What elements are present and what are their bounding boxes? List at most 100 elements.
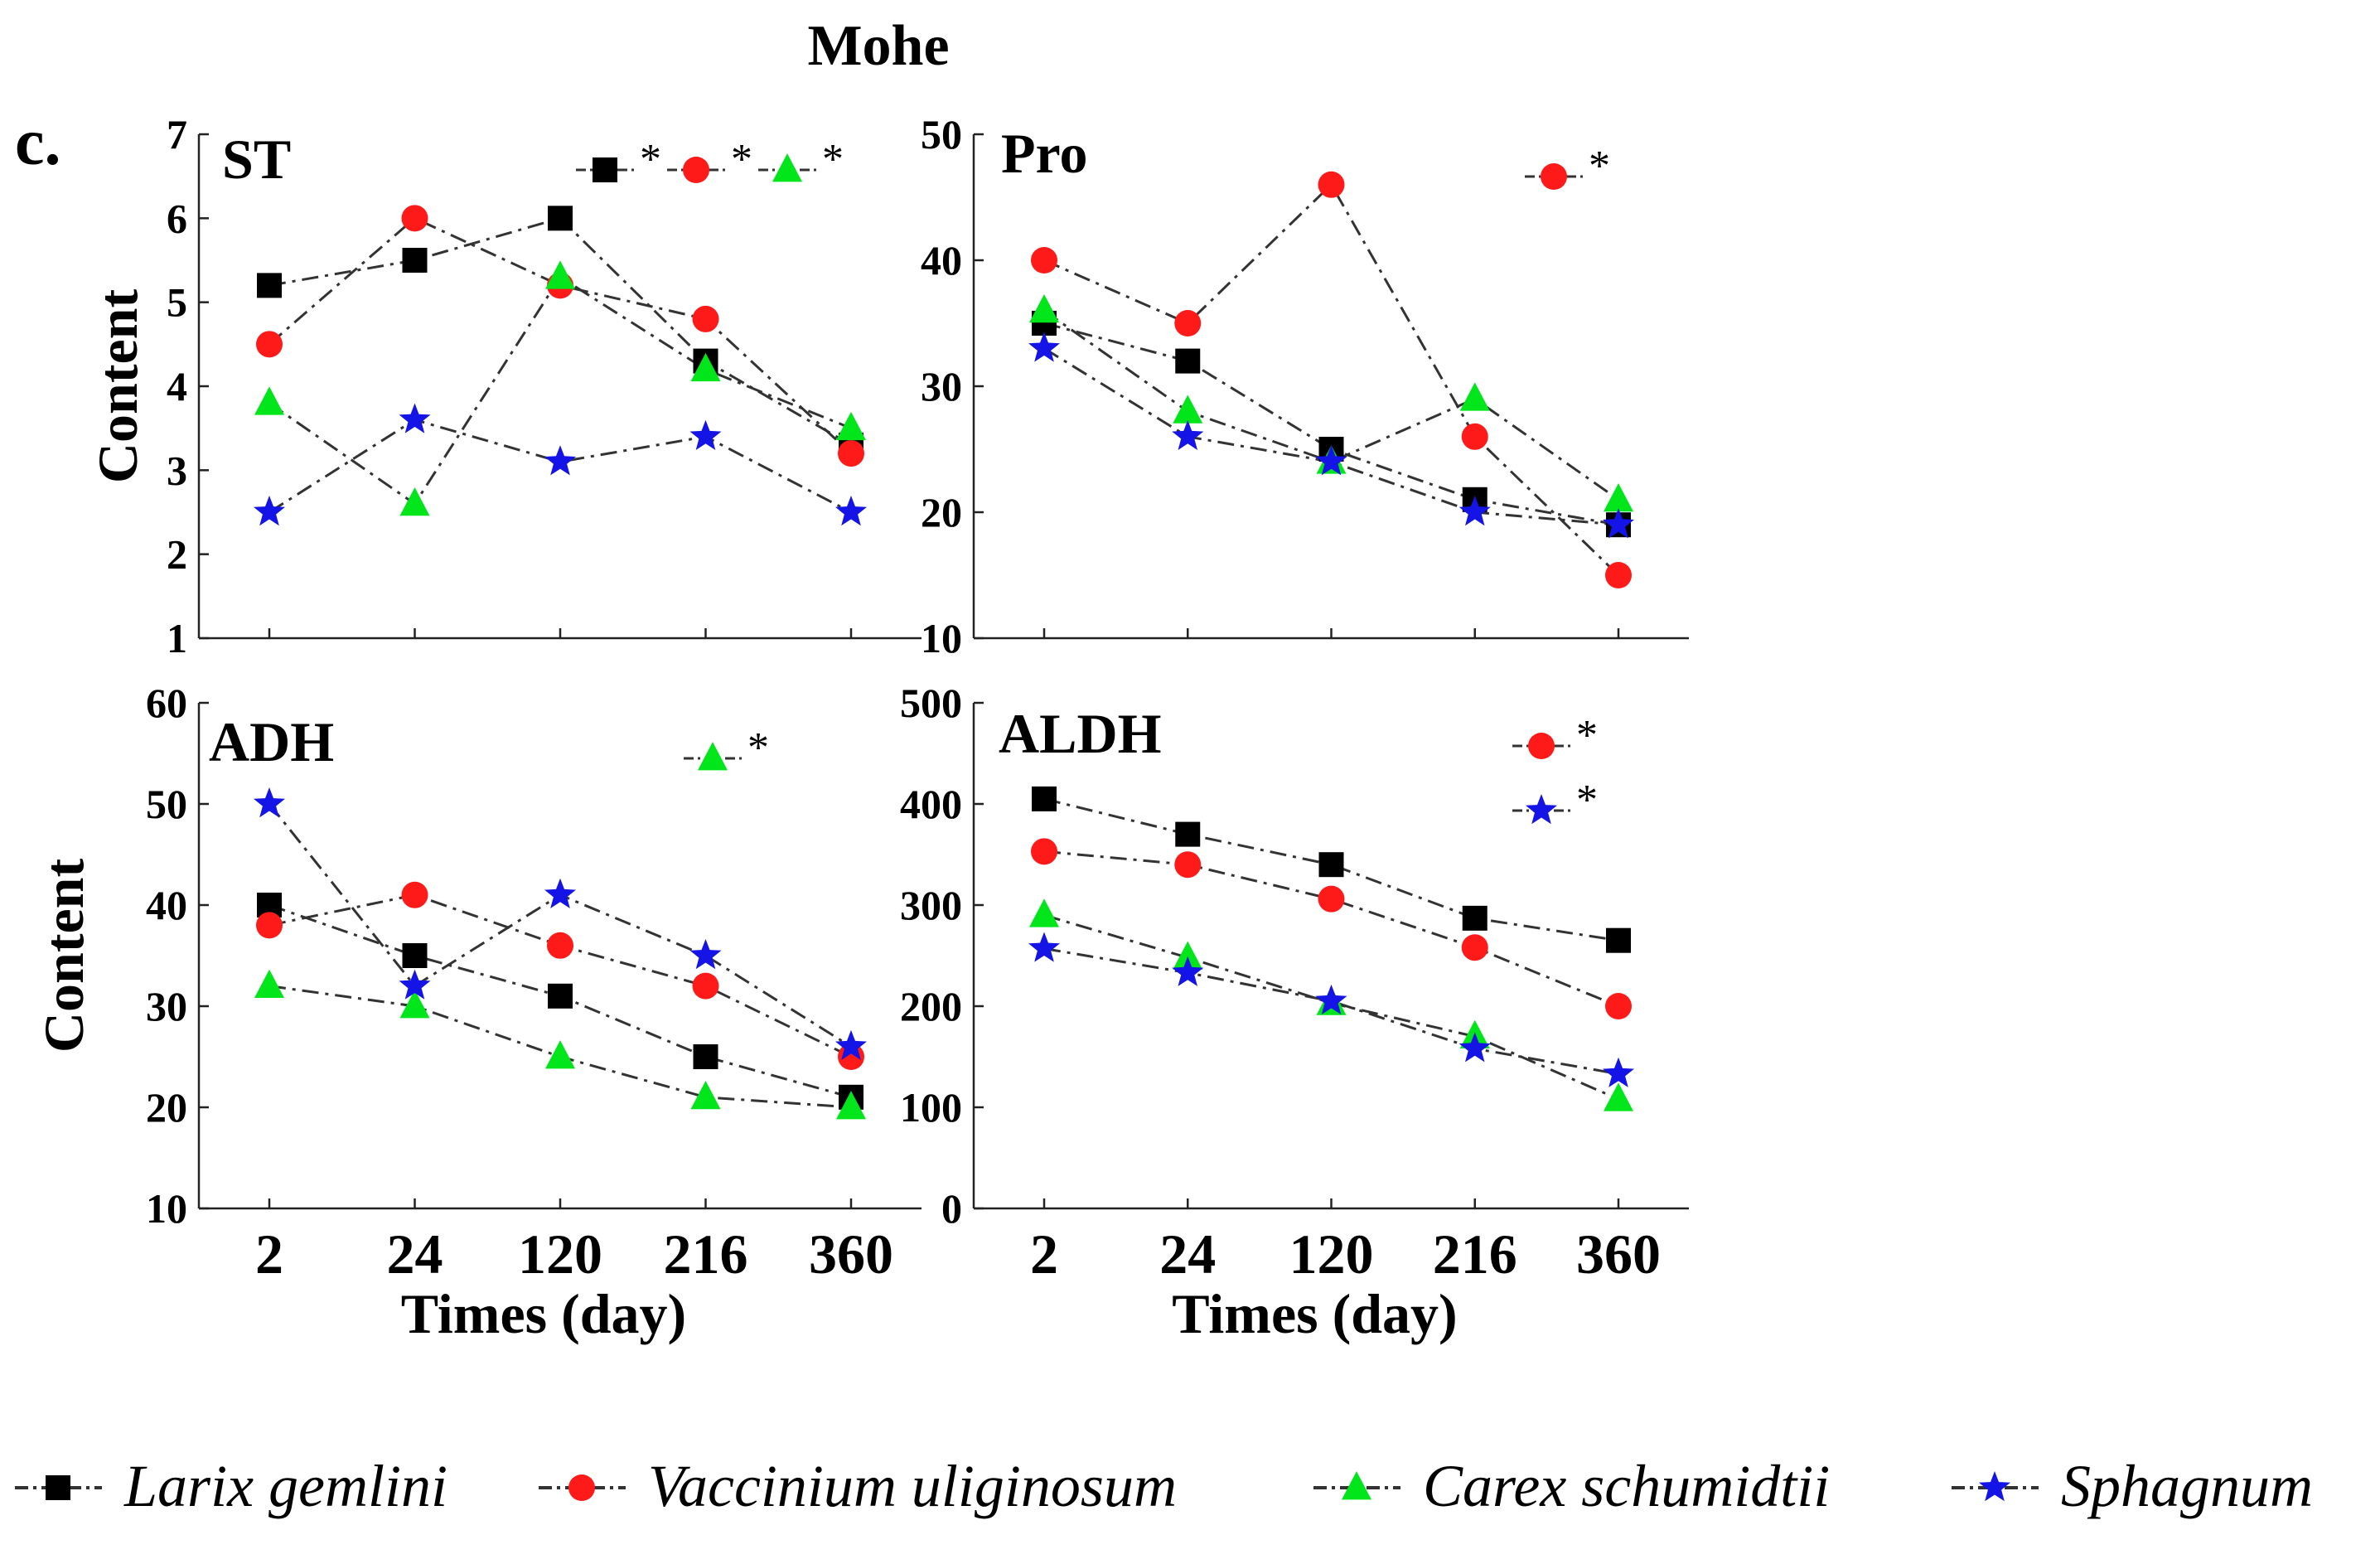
y-tick-label: 500 <box>900 680 962 726</box>
y-tick-label: 20 <box>146 1084 187 1131</box>
y-tick-label: 1 <box>167 615 187 661</box>
data-point-circle <box>1461 934 1488 961</box>
y-tick-label: 100 <box>900 1084 962 1131</box>
data-point-star <box>544 878 576 908</box>
data-point-square <box>257 273 282 298</box>
data-point-triangle <box>1029 898 1059 927</box>
x-tick-label: 24 <box>1159 1223 1216 1285</box>
x-axis-label: Times (day) <box>401 1282 686 1345</box>
data-point-star <box>254 496 285 526</box>
legend-item: Larix gemlini <box>15 1453 447 1519</box>
data-point-star <box>1603 1057 1634 1087</box>
significance-asterisk: * <box>1589 143 1610 190</box>
significance-marker-circle <box>1541 163 1567 190</box>
data-point-square <box>693 1044 718 1069</box>
data-point-circle <box>1318 885 1345 913</box>
legend-item: Sphagnum <box>1952 1453 2313 1519</box>
x-tick-label: 120 <box>518 1223 602 1285</box>
y-tick-label: 30 <box>146 983 187 1029</box>
data-point-star <box>689 939 722 970</box>
panel-title: ADH <box>209 710 334 773</box>
series-line-carex-schumidtii <box>1043 309 1619 501</box>
legend-item: Carex schumidtii <box>1313 1453 1830 1519</box>
data-point-star <box>835 496 867 526</box>
y-tick-label: 50 <box>921 111 962 157</box>
data-point-star <box>399 403 431 433</box>
significance-marker-triangle <box>698 742 728 771</box>
data-point-circle <box>547 932 573 959</box>
data-point-circle <box>1174 310 1202 336</box>
x-tick-label: 360 <box>809 1223 893 1285</box>
y-axis-label: Content <box>86 289 149 484</box>
y-tick-label: 20 <box>921 489 962 535</box>
significance-asterisk: * <box>731 136 752 183</box>
series-line-larix-gemlini <box>268 216 852 447</box>
y-tick-label: 5 <box>167 279 187 326</box>
data-point-star <box>544 445 576 476</box>
data-point-circle <box>1605 993 1632 1019</box>
data-point-square <box>548 983 573 1009</box>
data-point-triangle <box>1029 293 1059 323</box>
panel-title: ALDH <box>999 702 1161 765</box>
data-point-star <box>1315 984 1347 1015</box>
data-point-square <box>548 206 573 231</box>
legend-label: Vaccinium uliginosum <box>648 1453 1177 1519</box>
series-line-vaccinium-uliginosum <box>268 216 853 455</box>
data-point-triangle <box>1173 395 1203 424</box>
y-tick-label: 40 <box>921 237 962 283</box>
y-tick-label: 10 <box>921 615 962 661</box>
data-point-triangle <box>1459 382 1490 411</box>
x-axis-label: Times (day) <box>1172 1282 1457 1345</box>
y-tick-label: 300 <box>900 882 962 928</box>
data-point-circle <box>692 305 719 332</box>
data-point-square <box>1462 905 1488 931</box>
data-point-circle <box>401 205 428 232</box>
figure-title: Mohe <box>807 14 949 78</box>
data-point-circle <box>1461 423 1488 450</box>
data-point-circle <box>401 881 428 908</box>
data-point-circle <box>838 440 864 467</box>
data-point-star <box>1458 496 1491 526</box>
significance-marker-star <box>1526 794 1557 825</box>
x-tick-label: 216 <box>1433 1223 1517 1285</box>
data-point-star <box>1458 1032 1491 1063</box>
significance-asterisk: * <box>640 136 661 183</box>
data-point-circle <box>1318 171 1345 198</box>
data-point-star <box>1028 932 1060 962</box>
series-line-vaccinium-uliginosum <box>268 893 852 1058</box>
legend: Larix gemlini Vaccinium uliginosum Carex s… <box>15 1453 2313 1519</box>
data-point-star <box>1172 956 1204 986</box>
data-point-triangle <box>399 990 430 1019</box>
y-tick-label: 200 <box>900 983 962 1029</box>
x-tick-label: 2 <box>1030 1223 1058 1285</box>
legend-marker-triangle <box>1342 1471 1371 1500</box>
data-point-triangle <box>254 386 284 415</box>
y-tick-label: 4 <box>167 363 187 409</box>
x-tick-label: 216 <box>664 1223 748 1285</box>
data-point-triangle <box>836 1091 866 1120</box>
y-tick-label: 60 <box>146 680 187 726</box>
data-point-square <box>1032 786 1057 811</box>
data-point-square <box>1606 927 1631 953</box>
x-tick-label: 360 <box>1576 1223 1661 1285</box>
y-tick-label: 10 <box>146 1185 187 1232</box>
data-point-triangle <box>1604 1082 1633 1111</box>
data-point-star <box>1172 419 1204 450</box>
chart-panel-aldh: 0 100 200 300 400 500 2 24 120 216 360 Times (day) A… <box>900 680 1689 1345</box>
series-line-larix-gemlini <box>1043 322 1619 526</box>
legend-marker-circle <box>568 1474 595 1501</box>
y-tick-label: 0 <box>941 1185 962 1232</box>
significance-marker-circle <box>1528 733 1555 759</box>
chart-panel-st: 1 2 3 4 5 6 7 Content ST * * * <box>86 111 922 661</box>
y-tick-label: 3 <box>167 447 187 493</box>
y-tick-label: 30 <box>921 363 962 409</box>
data-point-triangle <box>254 969 284 998</box>
panel-title: Pro <box>1001 122 1088 185</box>
legend-marker-square <box>46 1475 70 1500</box>
y-axis-label: Content <box>32 859 95 1053</box>
x-tick-label: 24 <box>387 1223 443 1285</box>
data-point-square <box>1175 348 1201 374</box>
series-line-carex-schumidtii <box>268 275 852 506</box>
significance-asterisk: * <box>747 724 769 772</box>
